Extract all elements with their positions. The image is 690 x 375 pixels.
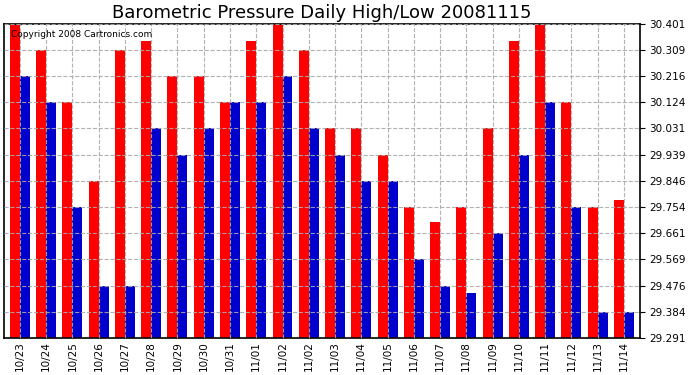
Bar xyxy=(362,181,371,338)
Bar xyxy=(325,129,335,338)
Bar xyxy=(230,102,240,338)
Bar xyxy=(598,312,608,338)
Bar xyxy=(571,207,581,338)
Bar xyxy=(220,102,230,338)
Bar xyxy=(299,50,308,338)
Bar xyxy=(89,181,99,338)
Bar xyxy=(466,293,476,338)
Bar xyxy=(177,154,188,338)
Text: Copyright 2008 Cartronics.com: Copyright 2008 Cartronics.com xyxy=(10,30,152,39)
Bar xyxy=(273,24,282,338)
Bar xyxy=(99,286,108,338)
Bar xyxy=(246,41,256,338)
Bar xyxy=(624,312,634,338)
Bar xyxy=(10,24,20,338)
Bar xyxy=(72,207,82,338)
Bar xyxy=(614,200,624,338)
Bar xyxy=(440,286,450,338)
Bar xyxy=(151,129,161,338)
Bar xyxy=(430,222,440,338)
Title: Barometric Pressure Daily High/Low 20081115: Barometric Pressure Daily High/Low 20081… xyxy=(112,4,531,22)
Bar xyxy=(20,76,30,338)
Bar xyxy=(351,129,362,338)
Bar xyxy=(377,154,388,338)
Bar xyxy=(588,207,598,338)
Bar xyxy=(46,102,56,338)
Bar xyxy=(168,76,177,338)
Bar xyxy=(509,41,519,338)
Bar xyxy=(519,154,529,338)
Bar xyxy=(388,181,397,338)
Bar xyxy=(545,102,555,338)
Bar xyxy=(482,129,493,338)
Bar xyxy=(141,41,151,338)
Bar xyxy=(115,50,125,338)
Bar xyxy=(562,102,571,338)
Bar xyxy=(535,24,545,338)
Bar xyxy=(194,76,204,338)
Bar xyxy=(493,233,502,338)
Bar xyxy=(282,76,293,338)
Bar xyxy=(414,260,424,338)
Bar xyxy=(456,207,466,338)
Bar xyxy=(36,50,46,338)
Bar xyxy=(404,207,414,338)
Bar xyxy=(256,102,266,338)
Bar xyxy=(125,286,135,338)
Bar xyxy=(204,129,214,338)
Bar xyxy=(63,102,72,338)
Bar xyxy=(335,154,345,338)
Bar xyxy=(308,129,319,338)
